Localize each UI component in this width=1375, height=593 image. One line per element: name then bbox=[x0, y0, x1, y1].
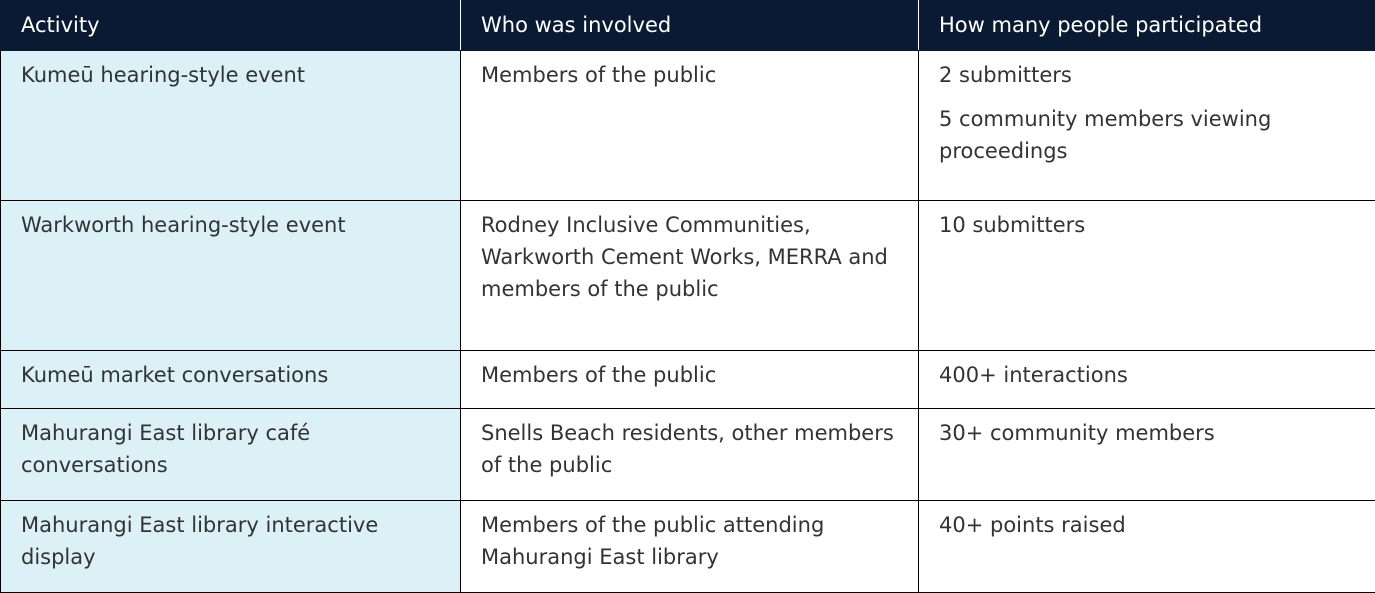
table-cell: Members of the public bbox=[461, 51, 919, 201]
cell-paragraph: 5 community members viewing proceedings bbox=[939, 103, 1355, 167]
table-cell: 2 submitters 5 community members viewing … bbox=[919, 51, 1375, 201]
table-cell: Members of the public bbox=[461, 351, 919, 409]
cell-paragraph: 10 submitters bbox=[939, 209, 1355, 241]
table-cell: 40+ points raised bbox=[919, 501, 1375, 593]
cell-paragraph: 2 submitters bbox=[939, 59, 1355, 91]
header-cell: Activity bbox=[1, 1, 461, 51]
header-cell: How many people participated bbox=[919, 1, 1375, 51]
header-cell: Who was involved bbox=[461, 1, 919, 51]
table-cell: Warkworth hearing-style event bbox=[1, 201, 461, 351]
table-cell: Snells Beach residents, other members of… bbox=[461, 409, 919, 501]
cell-paragraph: 400+ interactions bbox=[939, 359, 1355, 391]
table-cell: Mahurangi East library café conversation… bbox=[1, 409, 461, 501]
table-cell: 30+ community members bbox=[919, 409, 1375, 501]
table-row: Mahurangi East library café conversation… bbox=[1, 409, 1375, 501]
table-row: Mahurangi East library interactive displ… bbox=[1, 501, 1375, 593]
table-cell: Kumeū market conversations bbox=[1, 351, 461, 409]
cell-paragraph: 30+ community members bbox=[939, 417, 1355, 449]
table-cell: 400+ interactions bbox=[919, 351, 1375, 409]
cell-paragraph: 40+ points raised bbox=[939, 509, 1355, 541]
table-cell: Rodney Inclusive Communities, Warkworth … bbox=[461, 201, 919, 351]
table-cell: 10 submitters bbox=[919, 201, 1375, 351]
table-cell: Mahurangi East library interactive displ… bbox=[1, 501, 461, 593]
table-cell: Kumeū hearing-style event bbox=[1, 51, 461, 201]
table-cell: Members of the public attending Mahurang… bbox=[461, 501, 919, 593]
